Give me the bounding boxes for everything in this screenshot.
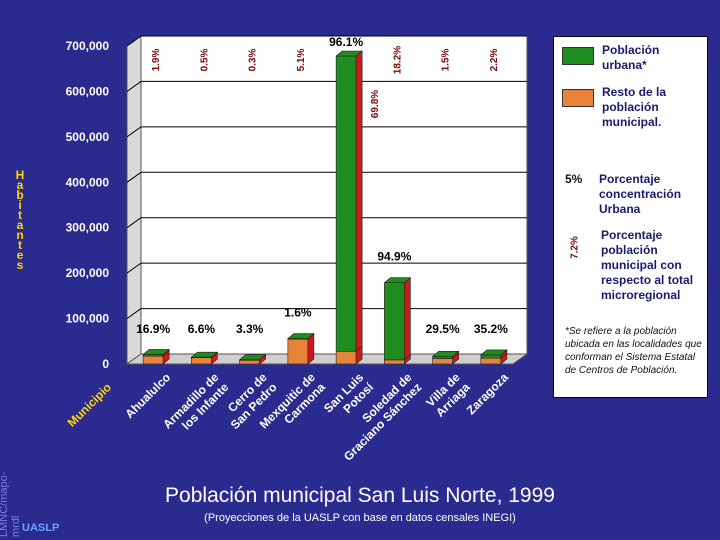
- urban-concentration-label: 96.1%: [329, 35, 363, 49]
- legend: Población urbana* Resto de la población …: [553, 36, 708, 398]
- bar-rest-7: [480, 357, 502, 365]
- urban-concentration-label: 6.6%: [188, 322, 216, 336]
- chart: 0 100,000 200,000 300,000 400,000 500,000 600,…: [65, 35, 529, 464]
- y-tick-label: 400,000: [66, 175, 110, 189]
- bar-top-5: [383, 277, 412, 283]
- bar-urban-4-side: [355, 50, 363, 352]
- bar-rest-1: [191, 357, 212, 365]
- chart-subtitle: (Proyecciones de la UASLP con base en da…: [204, 512, 516, 524]
- urban-concentration-label: 29.5%: [426, 322, 460, 336]
- gridline-side: [126, 35, 142, 47]
- regional-share-label: 5.1%: [296, 48, 307, 71]
- gridline-side: [126, 262, 142, 274]
- y-tick-label: 700,000: [66, 39, 110, 53]
- bar-top-4: [335, 50, 363, 57]
- x-axis-title: Municipio: [65, 380, 114, 429]
- legend-urban-label: Población urbana*: [602, 43, 660, 72]
- bar-rest-4: [335, 350, 357, 365]
- gridline-side: [126, 171, 142, 183]
- regional-share-label: 0.5%: [199, 48, 210, 71]
- regional-share-label: 18.2%: [392, 46, 403, 74]
- y-tick-label: 500,000: [66, 130, 110, 144]
- chart-title: Población municipal San Luis Norte, 1999: [165, 484, 555, 507]
- bar-urban-7: [480, 354, 502, 359]
- gridline-side: [126, 308, 142, 319]
- bar-urban-5-side: [404, 277, 411, 361]
- legend-rest-label: Resto de la población municipal.: [602, 85, 667, 129]
- legend-urban-swatch: [562, 47, 594, 65]
- bar-urban-6: [432, 355, 453, 359]
- regional-share-label: 1.5%: [441, 48, 452, 71]
- plot-left-wall: [126, 35, 142, 365]
- bar-urban-4: [335, 55, 357, 352]
- urban-concentration-label: 94.9%: [377, 250, 411, 264]
- urban-concentration-label: 1.6%: [284, 306, 312, 320]
- bar-top-1: [190, 351, 219, 358]
- legend-rot-desc: Porcentaje población municipal con respe…: [601, 228, 694, 302]
- bar-rest-0: [142, 355, 164, 365]
- plot-floor: [125, 353, 529, 365]
- y-tick-label: 200,000: [66, 266, 110, 280]
- legend-pct-desc: Porcentaje concentración Urbana: [599, 172, 682, 216]
- x-tick-label: Villa deArriaga: [423, 370, 473, 420]
- bar-top-6: [431, 350, 460, 357]
- gridline-side: [126, 126, 142, 138]
- bar-rest-6: [432, 358, 453, 365]
- gridline-side: [126, 81, 142, 92]
- uaslp-logo: UASLP: [22, 522, 60, 534]
- x-tick-label: Zaragoza: [464, 370, 511, 417]
- bar-urban-5: [384, 282, 405, 361]
- urban-concentration-label: 16.9%: [136, 322, 170, 336]
- urban-concentration-label: 3.3%: [236, 322, 264, 336]
- urban-concentration-label: 35.2%: [474, 322, 508, 336]
- bar-top-3: [287, 333, 315, 339]
- y-tick-label: 300,000: [66, 221, 110, 235]
- vertical-credit: LMNC/mapo-mrdl: [0, 471, 22, 537]
- regional-share-label: 1.9%: [151, 48, 162, 71]
- bar-rest-5: [384, 359, 405, 365]
- gridline-side: [126, 217, 142, 229]
- regional-share-label: 2.2%: [489, 48, 500, 71]
- plot-back-wall: [140, 35, 528, 355]
- x-tick-label: Ahualulco: [122, 370, 173, 421]
- bar-top-2: [238, 354, 267, 361]
- legend-rot-sample: 7.2%: [569, 236, 581, 259]
- y-tick-label: 600,000: [66, 84, 110, 98]
- regional-share-label: 0.3%: [248, 48, 259, 71]
- regional-share-label: 69.8%: [370, 90, 381, 118]
- y-tick-label: 0: [102, 357, 109, 371]
- bar-top-0: [142, 349, 170, 355]
- bar-rest-3: [287, 338, 309, 365]
- legend-pct-sample: 5%: [565, 172, 583, 186]
- bar-top-7: [480, 349, 508, 356]
- legend-footnote: *Se refiere a la población ubicada en la…: [565, 326, 702, 376]
- legend-rest-swatch: [562, 89, 594, 107]
- y-tick-label: 100,000: [66, 312, 110, 326]
